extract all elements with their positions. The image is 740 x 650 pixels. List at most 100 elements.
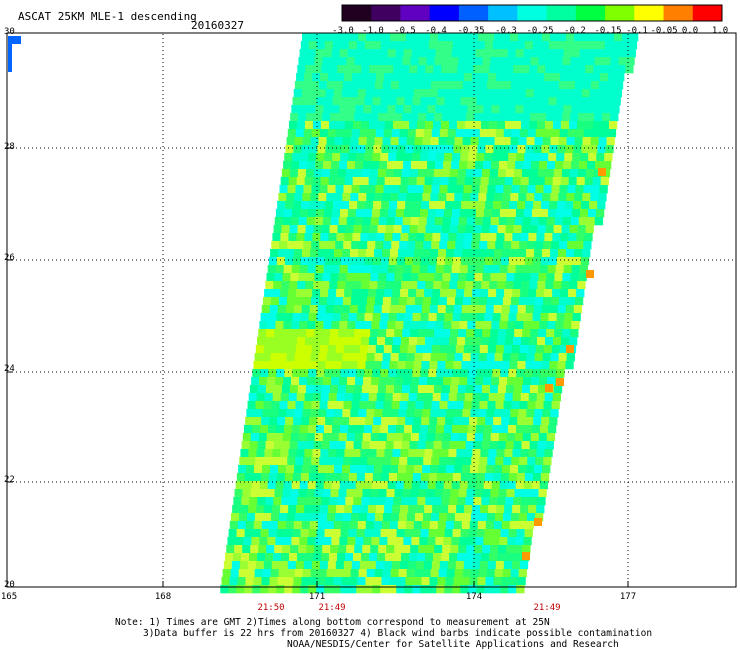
swath-cell [369, 225, 378, 234]
swath-cell [334, 569, 343, 578]
swath-cell [530, 329, 539, 338]
swath-cell [573, 145, 582, 154]
swath-cell [323, 161, 332, 170]
swath-cell [553, 281, 562, 290]
swath-cell [339, 49, 348, 58]
swath-cell [510, 249, 519, 258]
swath-cell [519, 345, 529, 354]
swath-cell [298, 217, 308, 226]
swath-cell [463, 185, 472, 194]
swath-cell [516, 585, 525, 594]
swath-cell [483, 265, 492, 274]
swath-cell [398, 353, 407, 362]
swath-cell [508, 585, 517, 594]
swath-cell [362, 113, 371, 122]
swath-cell [539, 161, 548, 170]
swath-cell [545, 337, 554, 346]
swath-cell [257, 497, 266, 506]
swath-cell [460, 369, 469, 378]
swath-cell [382, 353, 391, 362]
swath-cell [413, 417, 422, 426]
swath-cell [437, 361, 446, 370]
swath-cell [574, 137, 583, 146]
swath-cell [494, 569, 503, 578]
swath-cell [595, 161, 604, 170]
swath-cell [250, 489, 259, 498]
swath-cell [567, 241, 576, 250]
swath-cell [363, 209, 373, 218]
swath-cell [302, 569, 311, 578]
swath-cell [229, 577, 238, 586]
swath-cell [396, 257, 406, 266]
swath-cell [372, 369, 381, 378]
swath-cell [387, 481, 396, 490]
swath-cell [363, 321, 372, 330]
swath-cell [522, 545, 531, 554]
swath-cell [330, 273, 339, 282]
swath-cell [277, 577, 286, 586]
swath-cell [504, 449, 513, 458]
swath-cell [473, 281, 482, 290]
swath-cell [451, 321, 460, 330]
swath-cell [317, 417, 326, 426]
swath-cell [450, 329, 459, 338]
swath-cell [339, 105, 348, 114]
swath-cell [559, 345, 569, 354]
swath-cell [438, 137, 447, 146]
swath-cell [438, 249, 447, 258]
swath-cell [317, 577, 326, 586]
swath-cell [262, 513, 272, 522]
swath-cell [287, 129, 297, 138]
swath-cell [464, 505, 473, 514]
swath-cell [482, 217, 492, 226]
swath-cell [363, 425, 373, 434]
swath-cell [414, 297, 424, 306]
swath-cell [468, 473, 478, 482]
swath-cell [341, 577, 350, 586]
swath-cell [628, 41, 638, 50]
swath-cell [439, 561, 449, 570]
swath-cell [356, 585, 365, 594]
swath-cell [326, 81, 336, 90]
swath-cell [461, 145, 470, 154]
swath-cell [334, 81, 344, 90]
swath-cell [496, 233, 505, 242]
swath-cell [563, 209, 573, 218]
swath-cell [323, 265, 332, 274]
swath-cell [279, 457, 288, 466]
swath-cell [401, 169, 411, 178]
swath-cell [396, 313, 405, 322]
swath-cell [418, 329, 427, 338]
swath-cell [550, 249, 559, 258]
swath-cell [395, 49, 404, 58]
swath-cell [500, 369, 509, 378]
swath-cell [336, 73, 345, 82]
lat-label: 28 [4, 142, 15, 152]
swath-cell [354, 433, 364, 442]
swath-cell [491, 209, 501, 218]
swath-cell [346, 113, 355, 122]
swath-cell [275, 377, 284, 386]
swath-hot-cell [556, 378, 564, 386]
swath-cell [458, 57, 467, 66]
swath-cell [299, 209, 309, 218]
swath-cell [286, 465, 295, 474]
swath-cell [494, 353, 503, 362]
swath-cell [391, 241, 400, 250]
swath-cell [314, 217, 324, 226]
swath-cell [420, 529, 429, 538]
swath-cell [371, 161, 380, 170]
swath-cell [433, 553, 442, 562]
swath-cell [519, 401, 528, 410]
swath-cell [395, 265, 404, 274]
swath-cell [318, 513, 328, 522]
swath-cell [336, 233, 345, 242]
swath-cell [467, 161, 476, 170]
swath-cell [328, 177, 337, 186]
swath-cell [295, 129, 305, 138]
swath-cell [574, 33, 583, 42]
swath-cell [392, 393, 402, 402]
swath-cell [386, 489, 395, 498]
swath-cell [508, 41, 518, 50]
swath-cell [391, 561, 401, 570]
